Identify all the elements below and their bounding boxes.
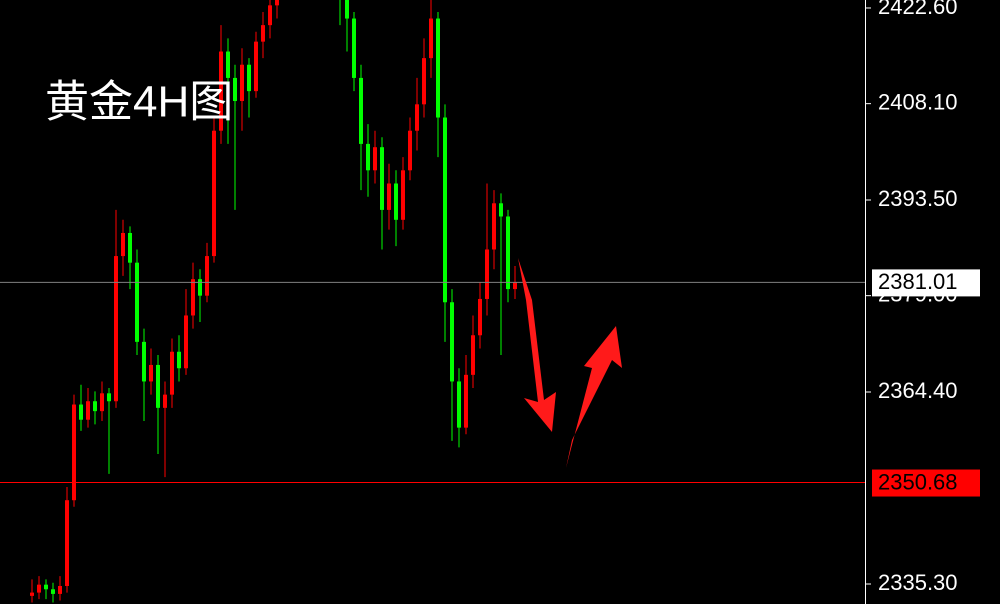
price-label-box: [872, 469, 980, 497]
candle-body: [408, 130, 412, 171]
candle-body: [156, 364, 160, 408]
candle-body: [457, 381, 461, 428]
candle-body: [359, 77, 363, 144]
candle-body: [219, 51, 223, 131]
candle-body: [275, 0, 279, 6]
candle-body: [51, 589, 55, 594]
candle-body: [72, 404, 76, 501]
plot-area: [0, 0, 865, 603]
chart-title: 黄金4H图: [45, 78, 233, 127]
candle-body: [37, 584, 41, 593]
candle-body: [247, 64, 251, 92]
candle-body: [254, 41, 258, 92]
candle-body: [128, 232, 132, 263]
candle-body: [135, 262, 139, 342]
candle-body: [170, 351, 174, 395]
y-tick-label: 2393.50: [878, 186, 958, 211]
candle-body: [79, 404, 83, 420]
candle-body: [422, 58, 426, 105]
candle-body: [450, 302, 454, 382]
candle-body: [184, 315, 188, 369]
candle-body: [107, 393, 111, 402]
candle-body: [387, 183, 391, 210]
candle-body: [44, 584, 48, 590]
candle-body: [261, 25, 265, 42]
candle-body: [492, 203, 496, 250]
up-arrow: [566, 326, 622, 468]
candle-body: [401, 170, 405, 220]
candle-body: [149, 364, 153, 382]
candle-body: [485, 249, 489, 299]
candle-body: [394, 183, 398, 220]
candle-body: [114, 256, 118, 402]
candle-body: [352, 18, 356, 78]
candle-body: [233, 77, 237, 102]
candle-body: [415, 104, 419, 131]
candle-body: [205, 256, 209, 296]
candle-body: [86, 401, 90, 420]
price-label-box: [872, 269, 980, 297]
candle-body: [506, 216, 510, 290]
candle-body: [380, 147, 384, 210]
candle-body: [58, 585, 62, 594]
candle-body: [429, 18, 433, 59]
price-label: 2381.01: [878, 269, 958, 294]
candle-body: [100, 393, 104, 412]
candle-body: [373, 147, 377, 171]
candle-body: [93, 401, 97, 412]
candle-body: [30, 592, 34, 596]
candle-body: [163, 394, 167, 408]
candle-body: [345, 0, 349, 19]
candle-body: [121, 232, 125, 257]
price-label: 2350.68: [878, 469, 958, 494]
y-tick-label: 2335.30: [878, 570, 958, 595]
candle-body: [443, 117, 447, 303]
candle-body: [478, 298, 482, 336]
candle-body: [142, 341, 146, 382]
candle-body: [464, 374, 468, 428]
candle-body: [471, 335, 475, 375]
y-tick-label: 2408.10: [878, 89, 958, 114]
y-tick-label: 2422.60: [878, 0, 958, 19]
down-arrow: [518, 258, 556, 432]
candle-body: [65, 500, 69, 586]
candle-body: [268, 5, 272, 26]
candle-body: [191, 279, 195, 316]
candle-body: [212, 130, 216, 257]
candle-body: [198, 279, 202, 296]
candle-body: [226, 51, 230, 78]
candle-body: [513, 282, 517, 290]
y-tick-label: 2364.40: [878, 378, 958, 403]
candle-body: [366, 143, 370, 171]
candle-body: [436, 18, 440, 118]
price-axis: 2422.602408.102393.502379.002364.402335.…: [865, 0, 980, 595]
candle-body: [240, 64, 244, 102]
candle-body: [177, 351, 181, 369]
candle-body: [499, 203, 503, 217]
